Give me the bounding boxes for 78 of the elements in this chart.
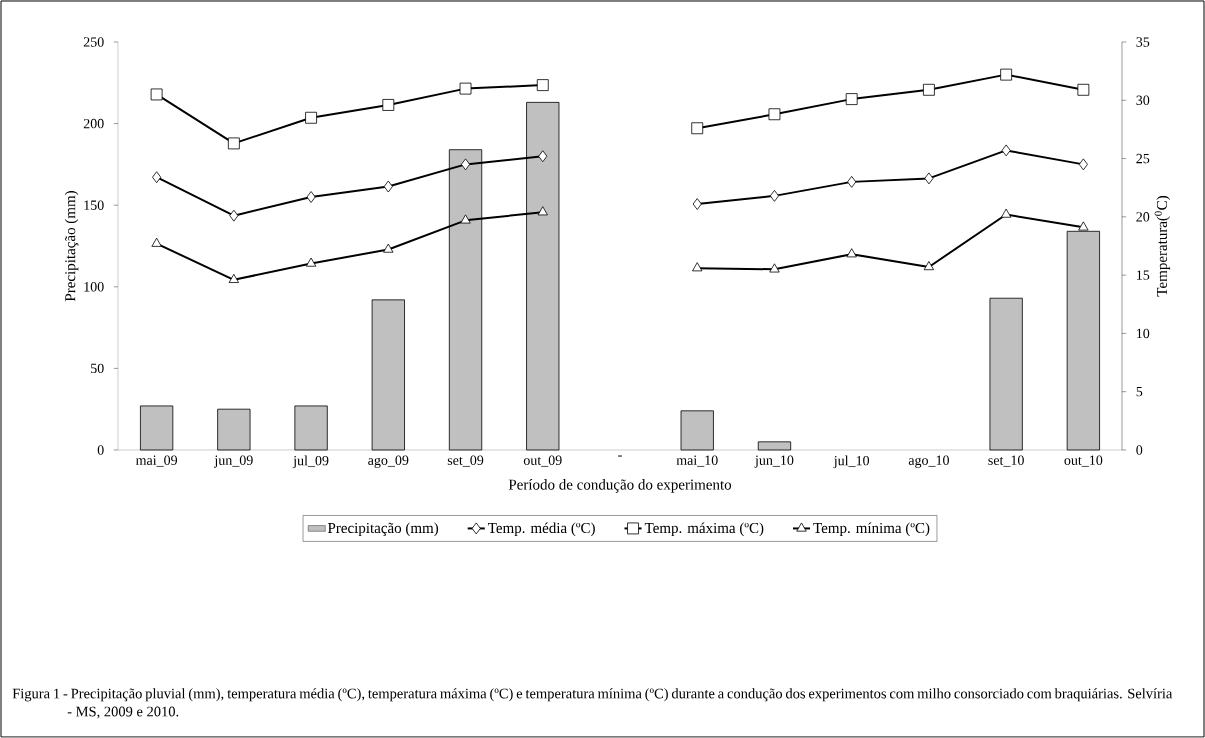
point bbox=[461, 158, 471, 171]
point bbox=[229, 209, 239, 222]
point bbox=[383, 243, 394, 253]
legend-label: Temp. média (ºC) bbox=[488, 522, 595, 537]
point bbox=[769, 263, 780, 273]
point bbox=[1001, 144, 1011, 157]
point bbox=[150, 88, 163, 101]
y2-tick-label: 15 bbox=[1137, 270, 1150, 280]
point bbox=[460, 214, 471, 224]
point bbox=[923, 261, 935, 271]
x-tick-label: - bbox=[618, 455, 622, 457]
text: Figura 1 - Precipitação pluvial (mm), temperatura média (ºC), temperatura máxima (ºC) e temperatura mínima (ºC) durante a condução dos experimentos com milho consorciado com braquiárias. Selvíria - MS, 2009 e 2010. bbox=[12, 688, 1173, 719]
x-tick-label: ago_10 bbox=[908, 455, 949, 468]
x-tick-label: ago_09 bbox=[368, 455, 409, 468]
point bbox=[305, 257, 317, 267]
y2-tick-label: 0 bbox=[1136, 445, 1143, 455]
bar bbox=[680, 410, 714, 451]
legend-label: Temp. mínima (ºC) bbox=[813, 522, 930, 537]
point bbox=[228, 273, 240, 283]
point bbox=[1000, 68, 1013, 81]
point bbox=[768, 108, 781, 121]
point bbox=[382, 99, 395, 111]
y-tick-label: 100 bbox=[84, 282, 104, 292]
y2-tick-label: 5 bbox=[1136, 387, 1143, 397]
x-tick-label: mai_10 bbox=[676, 455, 718, 467]
point bbox=[459, 82, 472, 95]
point bbox=[769, 189, 779, 202]
point bbox=[305, 111, 317, 124]
y-tick-label: 200 bbox=[83, 118, 104, 129]
x-tick-label: mai_09 bbox=[135, 455, 178, 467]
legend-label: Precipitação (mm) bbox=[327, 522, 439, 537]
x-tick-label: out_09 bbox=[523, 455, 562, 467]
y2-tick-label: 20 bbox=[1136, 212, 1150, 222]
point bbox=[692, 198, 702, 210]
x-tick-label: set_09 bbox=[447, 455, 484, 467]
point bbox=[383, 180, 393, 193]
point bbox=[1077, 83, 1090, 96]
point bbox=[1000, 208, 1012, 218]
point bbox=[537, 206, 548, 216]
y2-tick-label: 25 bbox=[1136, 153, 1150, 164]
point bbox=[1078, 158, 1088, 171]
point bbox=[1078, 221, 1089, 231]
y-axis-title: Precipitação (mm) bbox=[64, 191, 79, 302]
x-tick-label: jun_10 bbox=[754, 455, 794, 468]
point bbox=[692, 262, 703, 272]
point bbox=[847, 175, 857, 188]
x-tick-label: out_10 bbox=[1064, 455, 1103, 467]
bar bbox=[217, 408, 251, 451]
point bbox=[152, 171, 162, 184]
y-tick-label: 250 bbox=[83, 37, 104, 47]
point bbox=[538, 150, 548, 163]
point bbox=[923, 83, 935, 96]
y-tick-label: 150 bbox=[84, 200, 104, 210]
y-tick-label: 0 bbox=[97, 445, 104, 455]
point bbox=[924, 172, 934, 185]
point bbox=[845, 93, 858, 106]
legend-label: Temp. máxima (ºC) bbox=[644, 522, 764, 537]
bar bbox=[371, 299, 405, 451]
y2-tick-label: 30 bbox=[1136, 95, 1150, 105]
y2-tick-label: 10 bbox=[1137, 328, 1150, 339]
y2-tick-label: 35 bbox=[1136, 37, 1150, 47]
x-axis-title: Período de condução do experimento bbox=[508, 479, 732, 493]
y-tick-label: 50 bbox=[91, 363, 104, 374]
bar bbox=[757, 441, 792, 451]
x-tick-label: set_10 bbox=[988, 455, 1024, 467]
bar bbox=[140, 405, 174, 451]
point bbox=[536, 79, 549, 92]
x-tick-label: jul_10 bbox=[833, 455, 870, 469]
bar bbox=[989, 297, 1023, 451]
point bbox=[846, 248, 857, 258]
point bbox=[691, 122, 704, 135]
y2-axis-title: Temperatura($^{0}$C) bbox=[1154, 196, 1171, 297]
x-tick-label: jul_09 bbox=[292, 455, 329, 469]
point bbox=[306, 191, 316, 203]
point bbox=[151, 237, 162, 247]
point bbox=[227, 137, 240, 150]
bar bbox=[294, 405, 328, 451]
x-tick-label: jun_09 bbox=[214, 455, 253, 468]
